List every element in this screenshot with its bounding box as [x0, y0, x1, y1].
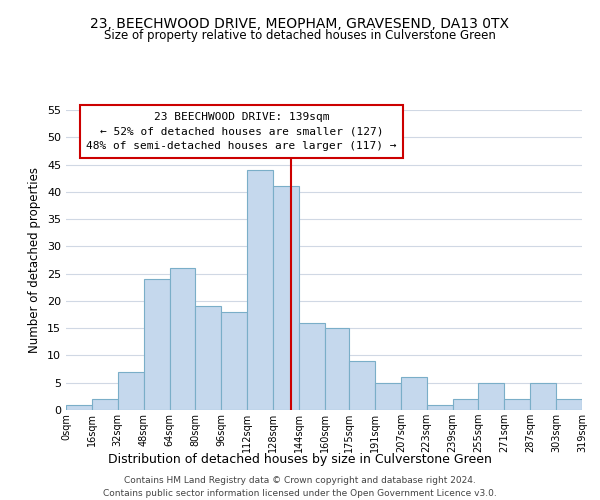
Text: Size of property relative to detached houses in Culverstone Green: Size of property relative to detached ho…	[104, 29, 496, 42]
Bar	[143, 279, 170, 410]
Text: Contains public sector information licensed under the Open Government Licence v3: Contains public sector information licen…	[103, 489, 497, 498]
Bar	[375, 382, 401, 410]
Bar	[478, 382, 505, 410]
Bar	[66, 404, 92, 410]
Bar	[118, 372, 143, 410]
Bar	[221, 312, 247, 410]
Text: 23, BEECHWOOD DRIVE, MEOPHAM, GRAVESEND, DA13 0TX: 23, BEECHWOOD DRIVE, MEOPHAM, GRAVESEND,…	[91, 18, 509, 32]
Bar	[196, 306, 221, 410]
Text: Distribution of detached houses by size in Culverstone Green: Distribution of detached houses by size …	[108, 452, 492, 466]
Bar	[530, 382, 556, 410]
Text: 23 BEECHWOOD DRIVE: 139sqm
← 52% of detached houses are smaller (127)
48% of sem: 23 BEECHWOOD DRIVE: 139sqm ← 52% of deta…	[86, 112, 397, 151]
Bar	[505, 399, 530, 410]
Bar	[170, 268, 196, 410]
Bar	[273, 186, 299, 410]
Bar	[325, 328, 349, 410]
Bar	[401, 378, 427, 410]
Text: Contains HM Land Registry data © Crown copyright and database right 2024.: Contains HM Land Registry data © Crown c…	[124, 476, 476, 485]
Bar	[452, 399, 478, 410]
Bar	[427, 404, 452, 410]
Bar	[556, 399, 582, 410]
Bar	[247, 170, 273, 410]
Y-axis label: Number of detached properties: Number of detached properties	[28, 167, 41, 353]
Bar	[92, 399, 118, 410]
Bar	[299, 322, 325, 410]
Bar	[349, 361, 375, 410]
